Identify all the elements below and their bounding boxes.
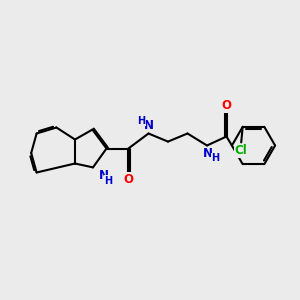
Text: N: N xyxy=(144,118,154,132)
Text: Cl: Cl xyxy=(235,144,247,157)
Text: H: H xyxy=(137,116,145,126)
Text: O: O xyxy=(221,99,232,112)
Text: H: H xyxy=(104,176,113,186)
Text: O: O xyxy=(123,172,134,186)
Text: N: N xyxy=(98,169,109,182)
Text: H: H xyxy=(211,153,220,164)
Text: N: N xyxy=(202,147,213,161)
